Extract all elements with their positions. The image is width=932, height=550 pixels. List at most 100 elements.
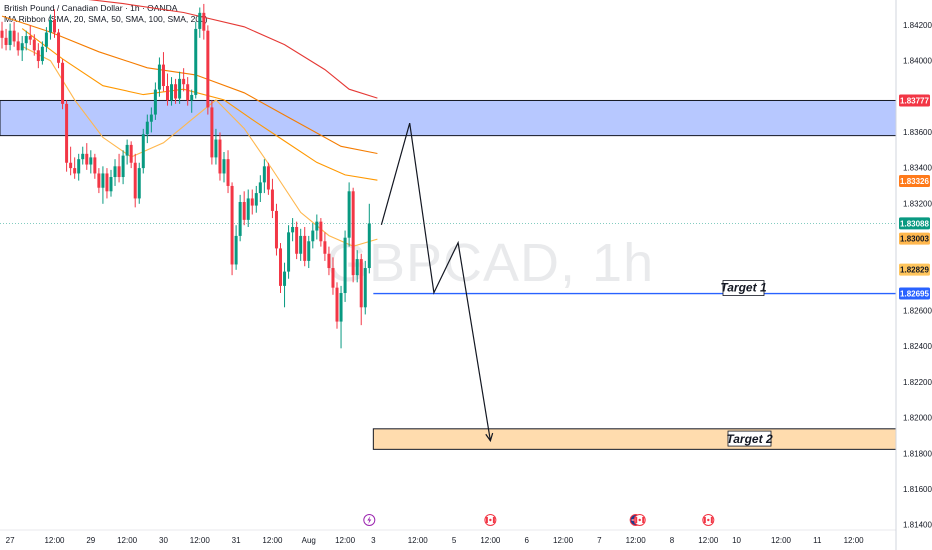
ca-flag-right — [642, 517, 645, 523]
candles-layer — [0, 3, 371, 349]
candle-body — [61, 62, 65, 104]
candle-body — [149, 114, 153, 122]
candle-body — [93, 157, 97, 174]
chart-title: British Pound / Canadian Dollar · 1h · O… — [4, 3, 178, 13]
candle-body — [214, 139, 218, 158]
candle-body — [65, 103, 69, 163]
candle-body — [331, 268, 335, 288]
target-2-label: Target 2 — [726, 432, 773, 446]
candle-body — [97, 173, 101, 188]
price-tick-label: 1.81400 — [903, 521, 932, 530]
candle-body — [121, 155, 125, 178]
candle-body — [206, 30, 210, 108]
price-tick-label: 1.84200 — [903, 21, 932, 30]
candle-body — [319, 221, 323, 242]
candle-body — [109, 177, 113, 192]
price-tick-label: 1.82400 — [903, 342, 932, 351]
ca-flag-right — [492, 517, 495, 523]
event-marker-ca-flag-icon — [633, 514, 646, 526]
time-tick-label: 27 — [6, 536, 15, 545]
candle-body — [141, 134, 145, 169]
price-badge — [899, 287, 930, 300]
candle-body — [202, 12, 206, 31]
candle-body — [258, 182, 262, 194]
time-tick-label: 8 — [670, 536, 675, 545]
price-badge-label: 1.83777 — [900, 96, 929, 105]
time-tick-label: 12:00 — [771, 536, 792, 545]
candle-body — [242, 202, 246, 220]
ca-flag-leaf — [638, 518, 641, 522]
candle-body — [311, 230, 315, 242]
candle-body — [343, 237, 347, 294]
time-tick-label: 12:00 — [480, 536, 501, 545]
price-badges-layer: 1.83777 1.83326 1.83088 1.83003 1.82829 1.826… — [899, 94, 930, 300]
candle-body — [335, 287, 339, 322]
price-badge-label: 1.82829 — [900, 266, 929, 275]
candle-body — [16, 41, 20, 51]
time-tick-label: 12:00 — [117, 536, 138, 545]
candle-body — [85, 153, 89, 165]
price-badge — [899, 217, 930, 230]
candle-body — [359, 259, 363, 308]
candle-body — [44, 32, 48, 47]
symbol-watermark: GBPCAD, 1h — [326, 233, 655, 293]
event-marker-ca-flag-icon — [702, 514, 715, 526]
ca-flag-leaf — [707, 518, 710, 522]
candle-body — [69, 162, 73, 169]
candle-body — [24, 36, 28, 44]
candle-body — [101, 173, 105, 188]
candle-body — [186, 84, 190, 101]
candle-body — [32, 39, 36, 51]
price-tick-label: 1.82200 — [903, 378, 932, 387]
price-badge — [899, 263, 930, 276]
indicator-legend[interactable]: MA Ribbon (SMA, 20, SMA, 50, SMA, 100, S… — [4, 14, 208, 24]
candle-body — [28, 36, 32, 40]
candle-body — [165, 86, 169, 101]
flash-icon-bolt — [367, 516, 372, 524]
candle-body — [222, 159, 226, 174]
price-badge — [899, 94, 930, 107]
time-tick-label: 31 — [232, 536, 241, 545]
price-tick-label: 1.82000 — [903, 414, 932, 423]
candle-body — [238, 202, 242, 236]
ca-flag-right — [710, 517, 713, 523]
resistance-zone — [0, 99, 897, 137]
ma-line-sma-200 — [88, 0, 378, 99]
time-tick-label: 11 — [813, 536, 822, 545]
candle-body — [299, 235, 303, 254]
candle-body — [36, 50, 40, 62]
time-tick-label: Aug — [302, 536, 316, 545]
projection-arrowhead — [485, 432, 494, 443]
time-axis: 27 12:00 29 12:00 30 12:00 31 12:00 Aug 12:00 3 12:… — [0, 529, 896, 545]
target-1-label-box — [722, 280, 765, 296]
candle-body — [254, 193, 258, 206]
candle-body — [178, 78, 182, 99]
time-tick-label: 12:00 — [335, 536, 356, 545]
event-marker-ca-flag-icon — [484, 514, 497, 526]
time-tick-label: 12:00 — [553, 536, 574, 545]
price-badge-label: 1.83088 — [900, 219, 929, 228]
price-tick-label: 1.83200 — [903, 199, 932, 208]
ma-line-sma-20 — [21, 45, 378, 247]
time-tick-label: 3 — [371, 536, 376, 545]
candle-body — [89, 157, 93, 165]
candle-body — [315, 221, 319, 231]
candle-body — [283, 271, 287, 286]
candle-body — [52, 19, 56, 33]
projection-path — [380, 122, 491, 441]
candle-body — [77, 159, 81, 174]
candle-body — [323, 241, 327, 254]
candle-body — [307, 241, 311, 261]
ca-flag-left — [485, 517, 488, 523]
ca-flag-left — [703, 517, 706, 523]
candle-body — [125, 144, 129, 156]
candle-body — [129, 144, 133, 163]
target-2-label-box — [727, 430, 772, 447]
price-tick-label: 1.83600 — [903, 128, 932, 137]
target-1-label: Target 1 — [720, 281, 767, 295]
price-badge — [899, 232, 930, 245]
candle-body — [190, 94, 194, 101]
price-tick-label: 1.83400 — [903, 164, 932, 173]
time-tick-label: 7 — [597, 536, 602, 545]
